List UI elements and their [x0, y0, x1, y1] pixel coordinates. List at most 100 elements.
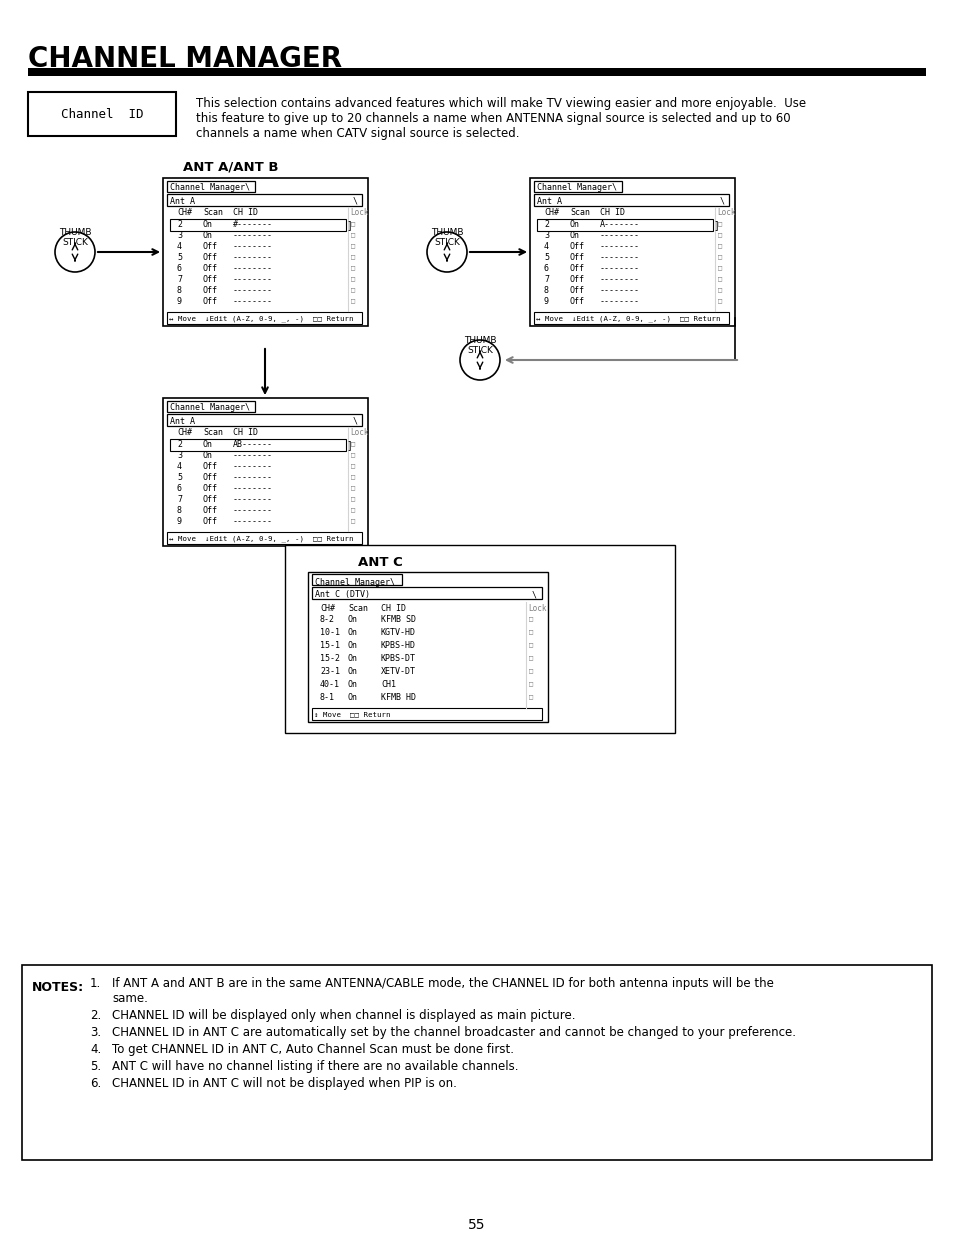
- Text: Off: Off: [569, 275, 584, 284]
- Text: 5: 5: [177, 473, 182, 482]
- Text: 40-1: 40-1: [319, 680, 339, 689]
- Text: 5: 5: [543, 253, 548, 262]
- Text: ]: ]: [346, 440, 352, 450]
- Bar: [534, 194, 728, 206]
- Text: 7: 7: [543, 275, 548, 284]
- Bar: [170, 219, 346, 231]
- Text: \: \: [532, 590, 537, 599]
- Text: 8: 8: [177, 506, 182, 515]
- Text: 8: 8: [177, 287, 182, 295]
- Text: □: □: [718, 220, 721, 226]
- Text: Channel Manager\: Channel Manager\: [170, 183, 250, 191]
- Text: Off: Off: [203, 253, 218, 262]
- Text: 2: 2: [177, 440, 182, 450]
- Bar: [312, 574, 401, 585]
- Text: Ant A: Ant A: [170, 417, 194, 426]
- Text: Lock: Lock: [527, 604, 546, 613]
- Text: □: □: [529, 655, 533, 659]
- Text: Lock: Lock: [350, 429, 368, 437]
- Bar: [28, 68, 925, 77]
- Text: THUMB
STICK: THUMB STICK: [59, 228, 91, 247]
- Text: CH#: CH#: [177, 429, 192, 437]
- Text: □: □: [718, 231, 721, 237]
- Text: □: □: [351, 220, 355, 226]
- Text: Off: Off: [203, 495, 218, 504]
- Text: Scan: Scan: [203, 429, 223, 437]
- Text: --------: --------: [599, 231, 639, 240]
- Text: □: □: [718, 264, 721, 270]
- Text: This selection contains advanced features which will make TV viewing easier and : This selection contains advanced feature…: [195, 98, 805, 110]
- Text: ↔ Move  ↓Edit (A-Z, 0-9, _, -)  □□ Return: ↔ Move ↓Edit (A-Z, 0-9, _, -) □□ Return: [536, 315, 720, 321]
- Text: --------: --------: [599, 242, 639, 251]
- Text: To get CHANNEL ID in ANT C, Auto Channel Scan must be done first.: To get CHANNEL ID in ANT C, Auto Channel…: [112, 1044, 514, 1056]
- Text: CH1: CH1: [380, 680, 395, 689]
- Text: Scan: Scan: [203, 207, 223, 217]
- Text: 2: 2: [543, 220, 548, 228]
- Bar: [170, 438, 346, 451]
- Text: ANT C will have no channel listing if there are no available channels.: ANT C will have no channel listing if th…: [112, 1060, 518, 1073]
- Text: □: □: [351, 275, 355, 282]
- Text: Channel Manager\: Channel Manager\: [314, 578, 395, 587]
- Text: --------: --------: [233, 451, 273, 459]
- Text: 6: 6: [177, 264, 182, 273]
- Text: 3: 3: [177, 451, 182, 459]
- Text: 4.: 4.: [90, 1044, 101, 1056]
- Text: On: On: [203, 440, 213, 450]
- Text: Off: Off: [569, 264, 584, 273]
- Bar: [312, 708, 541, 720]
- Text: Off: Off: [203, 264, 218, 273]
- Text: Off: Off: [203, 473, 218, 482]
- Text: Off: Off: [203, 517, 218, 526]
- Text: 15-1: 15-1: [319, 641, 339, 650]
- Text: □: □: [351, 495, 355, 501]
- Text: Lock: Lock: [350, 207, 368, 217]
- Text: □: □: [351, 462, 355, 468]
- Text: AB------: AB------: [233, 440, 273, 450]
- Text: Channel Manager\: Channel Manager\: [170, 403, 250, 412]
- Text: 8: 8: [543, 287, 548, 295]
- Text: On: On: [203, 451, 213, 459]
- Text: Off: Off: [203, 287, 218, 295]
- Text: Off: Off: [203, 462, 218, 471]
- Text: THUMB
STICK: THUMB STICK: [463, 336, 496, 356]
- Text: 6.: 6.: [90, 1077, 101, 1091]
- Text: 2.: 2.: [90, 1009, 101, 1023]
- Text: CHANNEL ID in ANT C are automatically set by the channel broadcaster and cannot : CHANNEL ID in ANT C are automatically se…: [112, 1026, 795, 1039]
- Text: KGTV-HD: KGTV-HD: [380, 629, 416, 637]
- Text: □: □: [351, 484, 355, 490]
- Text: --------: --------: [233, 484, 273, 493]
- Text: If ANT A and ANT B are in the same ANTENNA/CABLE mode, the CHANNEL ID for both a: If ANT A and ANT B are in the same ANTEN…: [112, 977, 773, 990]
- Text: --------: --------: [599, 275, 639, 284]
- Text: 9: 9: [543, 296, 548, 306]
- Text: Off: Off: [203, 275, 218, 284]
- Text: CH ID: CH ID: [599, 207, 624, 217]
- Bar: [534, 312, 728, 324]
- Text: KFMB HD: KFMB HD: [380, 693, 416, 701]
- Text: On: On: [348, 655, 357, 663]
- Text: 8-1: 8-1: [319, 693, 335, 701]
- Text: On: On: [348, 693, 357, 701]
- Text: Ant A: Ant A: [537, 198, 561, 206]
- Text: □: □: [351, 451, 355, 457]
- Text: KFMB SD: KFMB SD: [380, 615, 416, 624]
- Text: CH#: CH#: [319, 604, 335, 613]
- Text: □: □: [529, 693, 533, 699]
- Text: □: □: [351, 242, 355, 248]
- Text: Off: Off: [203, 296, 218, 306]
- Text: 3: 3: [543, 231, 548, 240]
- Text: Ant C (DTV): Ant C (DTV): [314, 590, 370, 599]
- Text: On: On: [569, 231, 579, 240]
- Text: 15-2: 15-2: [319, 655, 339, 663]
- Text: 4: 4: [177, 462, 182, 471]
- Text: □: □: [529, 641, 533, 647]
- Text: ANT C: ANT C: [357, 556, 402, 569]
- Text: 9: 9: [177, 296, 182, 306]
- Text: CH ID: CH ID: [233, 207, 257, 217]
- Text: Off: Off: [203, 484, 218, 493]
- Text: CH#: CH#: [543, 207, 558, 217]
- Text: CHANNEL ID will be displayed only when channel is displayed as main picture.: CHANNEL ID will be displayed only when c…: [112, 1009, 575, 1023]
- Text: Scan: Scan: [348, 604, 368, 613]
- Text: --------: --------: [233, 473, 273, 482]
- Text: Off: Off: [569, 287, 584, 295]
- Text: --------: --------: [599, 264, 639, 273]
